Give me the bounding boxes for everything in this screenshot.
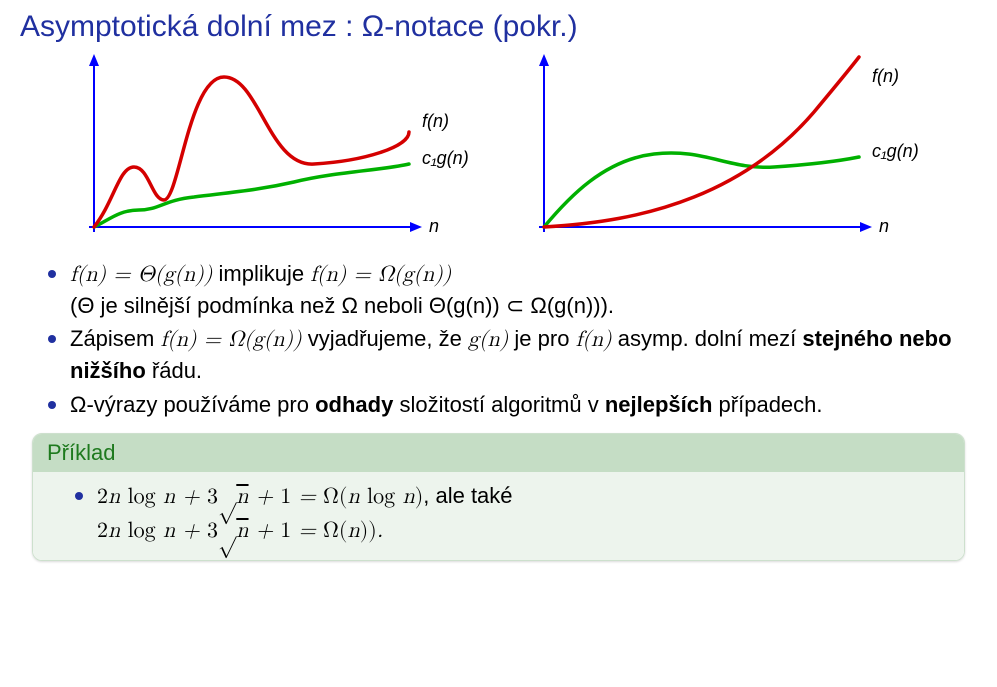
text: (Θ je silnější podmínka než Ω neboli Θ(g… [70, 293, 614, 318]
math-expr: 2n log n + 3√n + 1 = Ω(n log n) [97, 486, 423, 508]
example-title: Příklad [33, 434, 964, 472]
charts-row: n f(n) c₁g(n) n f(n) c₁g(n) [20, 52, 977, 247]
text: složitostí algoritmů v [393, 392, 605, 417]
g-label: c₁g(n) [872, 141, 919, 161]
text-bold: odhady [315, 392, 393, 417]
text: případech. [712, 392, 822, 417]
text: Zápisem [70, 326, 160, 351]
example-item: 2n log n + 3√n + 1 = Ω(n log n), ale tak… [75, 480, 950, 548]
example-box: Příklad 2n log n + 3√n + 1 = Ω(n log n),… [32, 433, 965, 561]
chart-left: n f(n) c₁g(n) [64, 52, 484, 247]
bullet-2: Zápisem f(n) = Ω(g(n)) vyjadřujeme, že g… [48, 324, 965, 385]
text: implikuje [212, 261, 310, 286]
text: vyjadřujeme, že [302, 326, 468, 351]
f-curve [94, 77, 409, 227]
bullet-3: Ω-výrazy používáme pro odhady složitostí… [48, 390, 965, 420]
chart-right: n f(n) c₁g(n) [514, 52, 934, 247]
text-bold: nejlepších [605, 392, 713, 417]
math-expr: f(n) [576, 329, 612, 351]
math-expr: 2n log n + 3√n + 1 = Ω(n)). [97, 520, 383, 542]
text: , ale také [423, 483, 512, 508]
f-curve [544, 57, 859, 227]
y-axis-arrow [89, 54, 99, 66]
x-axis-label: n [429, 216, 439, 236]
x-axis-arrow [410, 222, 422, 232]
f-label: f(n) [422, 111, 449, 131]
g-curve [544, 153, 859, 227]
math-expr: g(n) [468, 329, 508, 351]
text: Ω-výrazy používáme pro [70, 392, 315, 417]
x-axis-label: n [879, 216, 889, 236]
text: asymp. dolní mezí [612, 326, 803, 351]
math-expr: f(n) = Θ(g(n)) [70, 264, 212, 286]
math-expr: f(n) = Ω(g(n)) [160, 329, 301, 351]
g-label: c₁g(n) [422, 148, 469, 168]
text: je pro [508, 326, 575, 351]
text: řádu. [146, 358, 202, 383]
bullet-list: f(n) = Θ(g(n)) implikuje f(n) = Ω(g(n)) … [20, 259, 977, 419]
math-expr: f(n) = Ω(g(n)) [310, 264, 451, 286]
x-axis-arrow [860, 222, 872, 232]
f-label: f(n) [872, 66, 899, 86]
bullet-1: f(n) = Θ(g(n)) implikuje f(n) = Ω(g(n)) … [48, 259, 965, 320]
y-axis-arrow [539, 54, 549, 66]
slide-title: Asymptotická dolní mez : Ω-notace (pokr.… [20, 10, 977, 44]
g-curve [94, 164, 409, 227]
example-body: 2n log n + 3√n + 1 = Ω(n log n), ale tak… [33, 472, 964, 560]
